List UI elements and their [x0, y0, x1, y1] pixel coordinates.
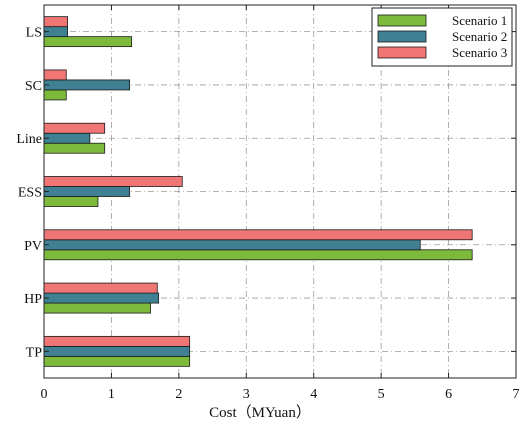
bar-line-scenario-2 — [43, 132, 91, 144]
x-tick-label-7: 7 — [513, 387, 520, 402]
x-axis-title: Cost（MYuan） — [209, 404, 311, 421]
bar-tp-scenario-1 — [43, 355, 191, 367]
bar-ls-scenario-3 — [43, 16, 69, 28]
x-tick-label-3: 3 — [243, 387, 250, 402]
y-tick-label-tp: TP — [26, 345, 43, 360]
bar-ess-scenario-3 — [43, 176, 183, 187]
x-tick-label-4: 4 — [310, 387, 317, 402]
bar-ls-scenario-1 — [43, 36, 133, 48]
bar-sc-scenario-2 — [43, 79, 131, 91]
bar-line-scenario-3 — [43, 122, 106, 134]
bar-pv-scenario-1 — [43, 249, 473, 261]
y-tick-label-ess: ESS — [18, 186, 42, 201]
legend-label-scenario-1: Scenario 1 — [452, 13, 507, 28]
legend-label-scenario-2: Scenario 2 — [452, 29, 507, 44]
bar-hp-scenario-2 — [43, 292, 160, 304]
y-tick-label-sc: SC — [25, 79, 42, 94]
bar-sc-scenario-3 — [43, 69, 67, 81]
bar-tp-scenario-3 — [43, 335, 191, 347]
y-tick-label-hp: HP — [24, 292, 42, 307]
x-tick-label-2: 2 — [175, 387, 182, 402]
bar-hp-scenario-3 — [43, 282, 158, 294]
y-tick-label-pv: PV — [24, 239, 42, 254]
bar-ess-scenario-2 — [43, 186, 131, 197]
legend-swatch-scenario-3 — [377, 46, 427, 59]
bar-sc-scenario-1 — [43, 89, 67, 101]
bar-pv-scenario-3 — [43, 229, 473, 241]
bar-ess-scenario-1 — [43, 196, 99, 207]
x-tick-label-0: 0 — [41, 387, 48, 402]
legend-swatch-scenario-1 — [377, 14, 427, 27]
y-tick-label-line: Line — [16, 132, 42, 147]
x-tick-label-1: 1 — [108, 387, 115, 402]
x-tick-label-6: 6 — [445, 387, 452, 402]
bar-hp-scenario-1 — [43, 302, 151, 314]
legend-label-scenario-3: Scenario 3 — [452, 45, 507, 60]
bar-line-scenario-1 — [43, 142, 106, 154]
bar-tp-scenario-2 — [43, 345, 191, 357]
bar-pv-scenario-2 — [43, 239, 421, 251]
x-tick-label-5: 5 — [378, 387, 385, 402]
y-tick-label-ls: LS — [26, 26, 42, 41]
legend-swatch-scenario-2 — [377, 30, 427, 43]
